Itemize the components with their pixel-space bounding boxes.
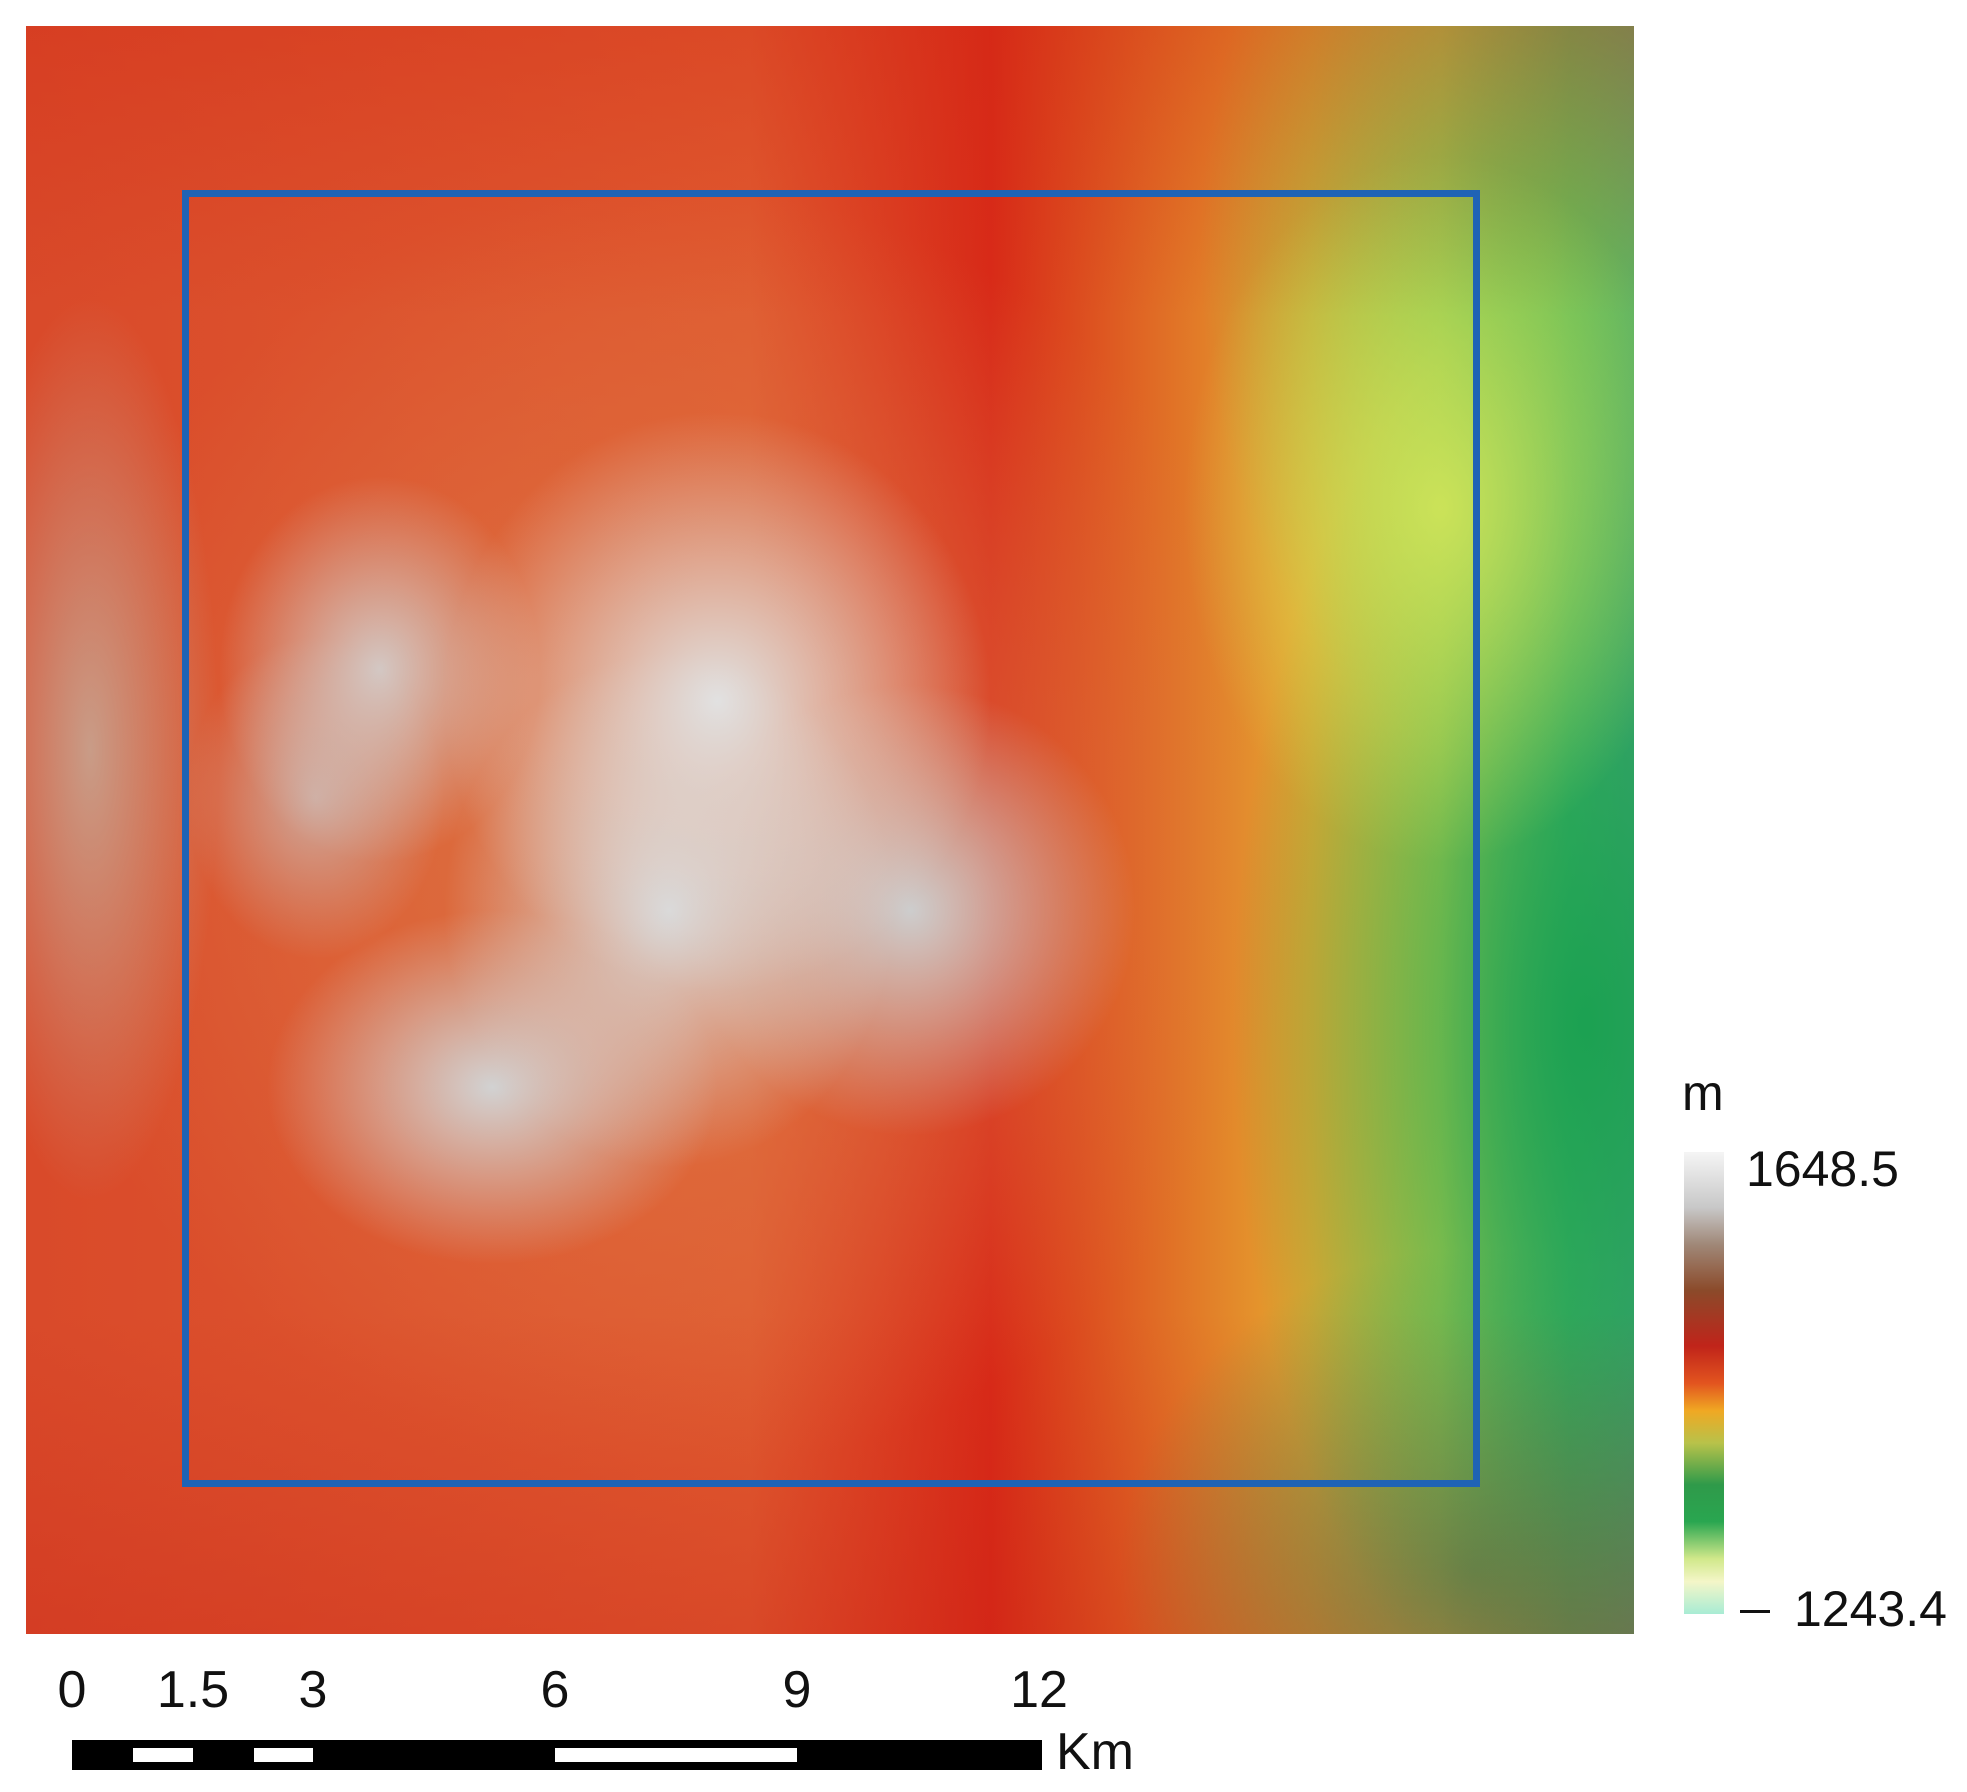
- legend-min-value: 1243.4: [1794, 1581, 1947, 1637]
- scale-unit: Km: [1056, 1723, 1134, 1781]
- scale-label-9: 9: [782, 1661, 812, 1719]
- study-area-box: [182, 190, 1480, 1487]
- legend-unit: m: [1682, 1065, 1724, 1121]
- legend-min-tick: [1740, 1610, 1770, 1613]
- elevation-color-ramp: [1684, 1152, 1724, 1614]
- scale-bar-segment: [254, 1748, 313, 1762]
- scale-label-0: 0: [57, 1661, 87, 1719]
- legend-max-value: 1648.5: [1746, 1141, 1899, 1197]
- scale-label-3: 3: [298, 1661, 328, 1719]
- scale-bar-segment: [555, 1748, 797, 1762]
- scale-label-12: 12: [1010, 1661, 1068, 1719]
- scale-bar-segment: [133, 1748, 193, 1762]
- scale-label-6: 6: [540, 1661, 570, 1719]
- elevation-map: [26, 26, 1634, 1634]
- scale-label-1-5: 1.5: [156, 1661, 230, 1719]
